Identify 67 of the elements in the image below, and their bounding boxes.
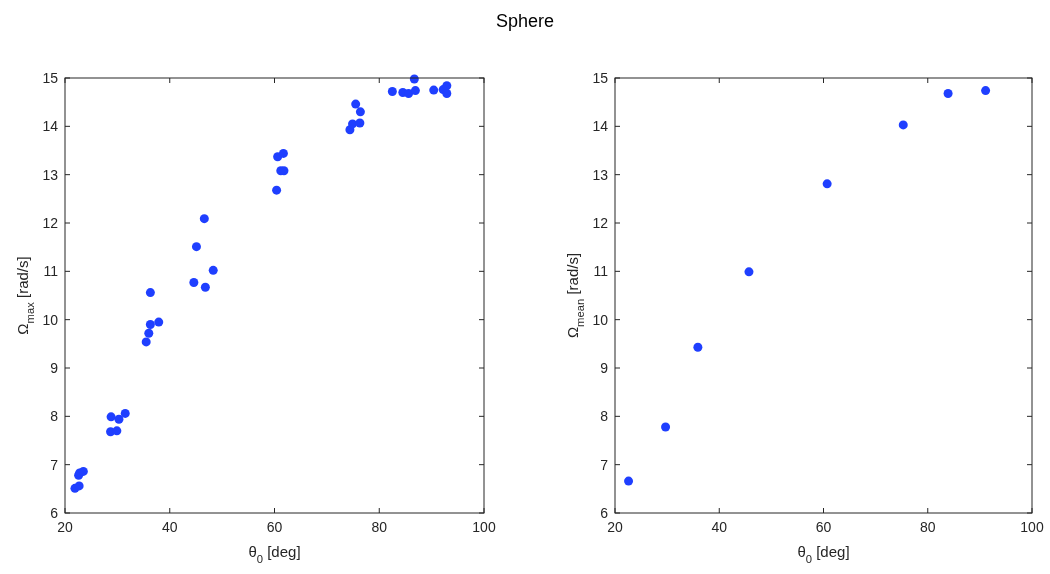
x-tick-label: 100 [1020, 519, 1044, 535]
y-tick-label: 9 [50, 360, 59, 376]
x-axis-title: θ$_{0}$ [deg] [797, 543, 850, 565]
point [624, 476, 634, 486]
x-tick-label: 80 [371, 519, 388, 535]
y-tick-label: 8 [50, 408, 59, 425]
y-tick-label: 14 [42, 118, 59, 135]
point [144, 328, 154, 338]
y-tick-label: 14 [592, 118, 609, 135]
text: Sphere [495, 11, 555, 31]
point [74, 481, 84, 491]
y-tick-label: 6 [50, 505, 59, 521]
point [442, 88, 452, 98]
point [145, 320, 155, 329]
y-tick-label: 7 [50, 456, 59, 473]
y-tick-label: 8 [600, 408, 609, 425]
point [112, 426, 122, 436]
point [208, 265, 218, 275]
point [693, 342, 703, 352]
point [898, 120, 908, 130]
point [199, 214, 209, 224]
x-tick-label: 100 [472, 519, 496, 535]
x-tick-label: 40 [711, 519, 728, 535]
point [943, 88, 953, 98]
point [442, 81, 452, 91]
point [114, 414, 124, 424]
y-tick-label: 15 [42, 70, 59, 86]
point [154, 317, 164, 327]
y-tick-label: 7 [600, 456, 609, 473]
x-tick-label: 60 [266, 519, 283, 535]
point [145, 288, 155, 298]
y-tick-label: 9 [600, 360, 609, 376]
y-tick-label: 13 [592, 166, 609, 183]
point [141, 337, 151, 347]
point [272, 185, 282, 195]
point [410, 86, 420, 96]
point [429, 85, 439, 95]
point [355, 118, 365, 128]
point [189, 277, 199, 287]
x-tick-label: 80 [919, 519, 936, 535]
point [981, 86, 991, 96]
point [355, 107, 365, 117]
y-tick-label: 12 [592, 215, 609, 231]
y-tick-label: 12 [42, 215, 59, 231]
point [387, 87, 397, 97]
point [106, 412, 116, 422]
point [278, 148, 288, 158]
point [200, 282, 210, 292]
x-tick-label: 20 [607, 519, 623, 535]
x-tick-label: 60 [815, 519, 832, 535]
x-tick-label: 40 [161, 519, 178, 535]
y-tick-label: 11 [593, 263, 609, 280]
point [191, 242, 201, 252]
point [120, 408, 130, 418]
x-axis-title: θ$_{0}$ [deg] [248, 543, 301, 565]
y-tick-label: 15 [592, 70, 609, 86]
point [822, 179, 832, 189]
y-tick-label: 13 [42, 166, 59, 183]
point [404, 88, 414, 98]
point [744, 267, 754, 277]
point [351, 99, 361, 109]
x-tick-label: 20 [57, 519, 73, 535]
point [661, 422, 671, 432]
y-tick-label: 10 [42, 311, 59, 328]
y-tick-label: 11 [43, 263, 59, 280]
y-tick-label: 6 [600, 505, 609, 521]
y-tick-label: 10 [592, 311, 609, 328]
